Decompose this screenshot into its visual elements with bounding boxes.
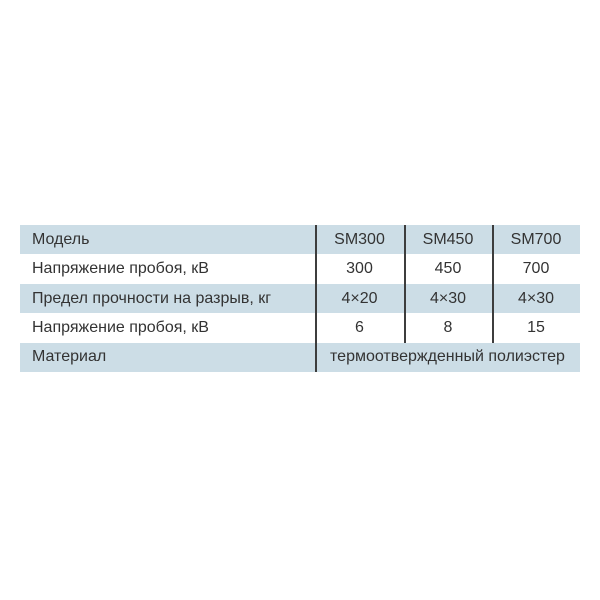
column-divider-labels xyxy=(315,225,317,372)
table-row-model: Модель SM300 SM450 SM700 xyxy=(20,225,580,255)
table-row-tensile-strength: Предел прочности на разрыв, кг 4×20 4×30… xyxy=(20,283,580,314)
cell-breakdown2-sm450: 8 xyxy=(443,318,453,336)
cell-breakdown-sm300: 300 xyxy=(346,260,373,278)
table-row-material: Материал термоотвержденный полиэстер xyxy=(20,342,580,373)
cell-breakdown-sm450: 450 xyxy=(434,260,462,278)
cell-material-value: термоотвержденный полиэстер xyxy=(330,348,565,366)
column-divider-sm450-sm700 xyxy=(492,225,494,343)
cell-model-sm700: SM700 xyxy=(510,230,562,248)
cell-tensile-sm450: 4×30 xyxy=(429,289,467,307)
cell-model-sm450: SM450 xyxy=(422,230,474,248)
table-row-breakdown-voltage-2: Напряжение пробоя, кВ 6 8 15 xyxy=(20,313,580,342)
cell-breakdown2-sm300: 6 xyxy=(355,318,364,336)
cell-breakdown2-sm700: 15 xyxy=(527,318,545,336)
cell-tensile-sm700: 4×30 xyxy=(517,289,555,307)
table-row-breakdown-voltage: Напряжение пробоя, кВ 300 450 700 xyxy=(20,254,580,283)
column-divider-sm300-sm450 xyxy=(404,225,406,343)
cell-tensile-sm300: 4×20 xyxy=(341,289,378,307)
row-label-model: Модель xyxy=(32,230,90,248)
row-label-tensile-strength: Предел прочности на разрыв, кг xyxy=(32,289,272,307)
row-label-breakdown-voltage: Напряжение пробоя, кВ xyxy=(32,260,209,278)
spec-table: Модель SM300 SM450 SM700 Напряжение проб… xyxy=(20,225,580,373)
cell-breakdown-sm700: 700 xyxy=(522,260,550,278)
cell-model-sm300: SM300 xyxy=(334,230,385,248)
row-label-breakdown-voltage-2: Напряжение пробоя, кВ xyxy=(32,318,209,336)
row-label-material: Материал xyxy=(32,348,107,366)
